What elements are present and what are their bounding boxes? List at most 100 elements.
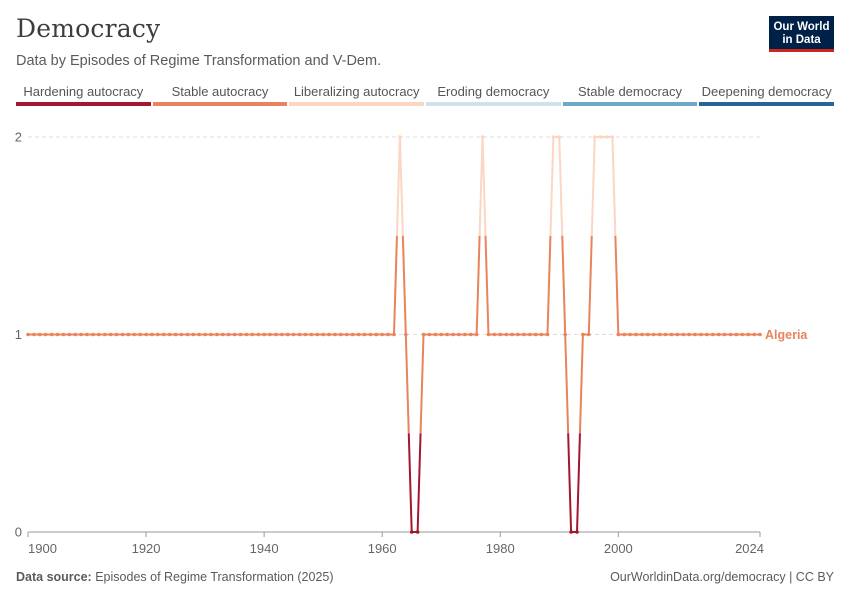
logo-line-2: in Data bbox=[782, 33, 821, 46]
x-tick-label: 1940 bbox=[250, 541, 279, 556]
data-point bbox=[705, 332, 709, 337]
owid-logo[interactable]: Our World in Data bbox=[769, 16, 834, 52]
series-segment bbox=[614, 235, 620, 335]
data-point bbox=[474, 332, 479, 337]
series-segment bbox=[407, 433, 413, 533]
data-point bbox=[43, 332, 48, 337]
data-point bbox=[522, 332, 526, 337]
data-point bbox=[569, 530, 573, 534]
series-points bbox=[26, 135, 762, 534]
data-point bbox=[480, 135, 485, 139]
data-point bbox=[327, 332, 331, 337]
data-point bbox=[752, 332, 756, 337]
data-point bbox=[492, 332, 497, 337]
series-segment bbox=[587, 235, 593, 335]
series-segment bbox=[561, 235, 567, 335]
legend-label: Deepening democracy bbox=[701, 84, 832, 99]
data-point bbox=[303, 332, 308, 337]
data-point bbox=[604, 135, 609, 139]
legend-label: Eroding democracy bbox=[437, 84, 550, 99]
legend-swatch bbox=[16, 102, 151, 106]
legend-item-stable-autocracy[interactable]: Stable autocracy bbox=[152, 84, 288, 106]
data-point bbox=[315, 332, 320, 337]
data-point bbox=[244, 332, 249, 337]
data-point bbox=[545, 332, 550, 337]
legend-item-liberalizing-autocracy[interactable]: Liberalizing autocracy bbox=[289, 84, 425, 106]
data-point bbox=[108, 332, 113, 337]
data-point bbox=[161, 332, 166, 337]
data-point bbox=[746, 332, 750, 337]
data-point bbox=[114, 332, 119, 337]
x-tick-label: 1920 bbox=[132, 541, 161, 556]
data-point bbox=[681, 332, 686, 337]
legend-swatch bbox=[699, 102, 835, 106]
data-point bbox=[527, 332, 532, 337]
data-point bbox=[575, 530, 579, 534]
data-point bbox=[758, 332, 762, 337]
data-point bbox=[297, 332, 302, 337]
data-point bbox=[291, 332, 296, 337]
source-link[interactable]: OurWorldinData.org/democracy | CC BY bbox=[610, 570, 834, 584]
data-point bbox=[740, 332, 745, 337]
data-point bbox=[539, 332, 544, 337]
data-point bbox=[398, 135, 402, 139]
data-point bbox=[209, 332, 213, 337]
data-point bbox=[185, 332, 190, 337]
data-point bbox=[651, 332, 656, 337]
data-point bbox=[657, 332, 662, 337]
legend-swatch bbox=[289, 102, 425, 106]
data-source-text: Episodes of Regime Transformation (2025) bbox=[95, 570, 334, 584]
series-segment bbox=[590, 136, 596, 236]
data-point bbox=[463, 332, 467, 337]
data-point bbox=[126, 332, 131, 337]
series-segment bbox=[393, 235, 398, 335]
data-point bbox=[280, 332, 284, 337]
data-point bbox=[699, 332, 703, 337]
data-point bbox=[215, 332, 219, 337]
data-point bbox=[368, 332, 373, 337]
legend-swatch bbox=[562, 102, 698, 106]
data-point bbox=[85, 332, 89, 337]
legend-item-hardening-autocracy[interactable]: Hardening autocracy bbox=[16, 84, 151, 106]
data-point bbox=[173, 332, 178, 337]
data-point bbox=[581, 332, 585, 337]
x-axis: 1900 1920 1940 1960 1980 2000 2024 bbox=[27, 531, 764, 556]
legend-item-deepening-democracy[interactable]: Deepening democracy bbox=[699, 84, 835, 106]
data-point bbox=[468, 332, 473, 337]
legend-item-eroding-democracy[interactable]: Eroding democracy bbox=[426, 84, 561, 106]
series-segment bbox=[481, 136, 487, 236]
data-point bbox=[221, 332, 225, 337]
data-point bbox=[179, 332, 184, 337]
y-axis: 0 1 2 bbox=[15, 130, 22, 540]
data-point bbox=[663, 332, 668, 337]
data-point bbox=[156, 332, 160, 337]
data-point bbox=[344, 332, 349, 337]
data-point bbox=[73, 332, 78, 337]
x-tick-label: 1900 bbox=[28, 541, 57, 556]
data-point bbox=[350, 332, 355, 337]
data-point bbox=[498, 332, 503, 337]
data-point bbox=[150, 332, 154, 337]
series-segment bbox=[567, 433, 573, 533]
legend: Hardening autocracy Stable autocracy Lib… bbox=[16, 84, 835, 106]
data-point bbox=[79, 332, 83, 337]
data-point bbox=[439, 332, 444, 337]
data-point bbox=[203, 332, 207, 337]
logo-accent-bar bbox=[769, 49, 834, 52]
legend-label: Stable democracy bbox=[577, 84, 683, 99]
legend-item-stable-democracy[interactable]: Stable democracy bbox=[562, 84, 698, 106]
series-segment bbox=[401, 235, 407, 335]
data-point bbox=[640, 332, 644, 337]
data-point bbox=[516, 332, 520, 337]
series-segment bbox=[484, 235, 490, 335]
data-point bbox=[628, 332, 632, 337]
data-point bbox=[132, 332, 137, 337]
series-labels: Algeria bbox=[765, 328, 808, 342]
data-point bbox=[67, 332, 72, 337]
data-point bbox=[610, 135, 615, 139]
data-point bbox=[616, 332, 621, 337]
data-point bbox=[226, 332, 231, 337]
data-point bbox=[374, 332, 379, 337]
data-point bbox=[510, 332, 514, 337]
